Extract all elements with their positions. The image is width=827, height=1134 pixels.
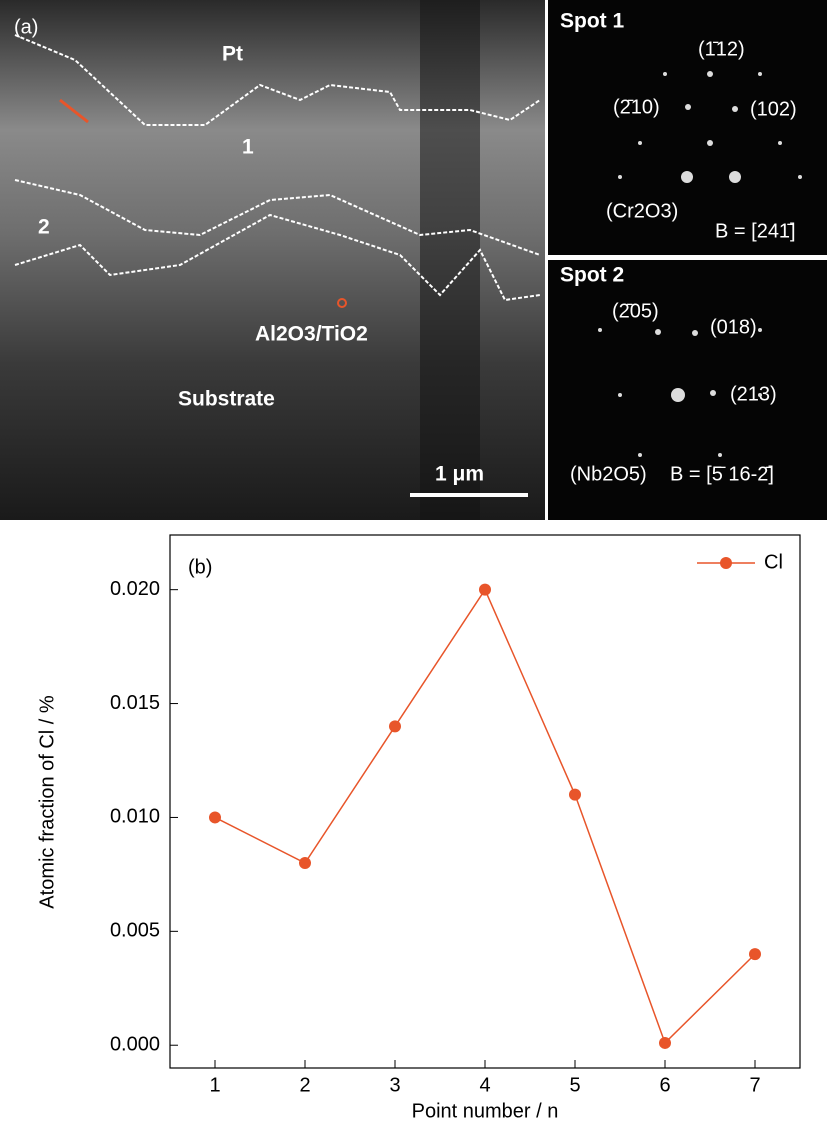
spot-title: Spot 1	[560, 10, 624, 33]
data-point	[749, 948, 761, 961]
series-line	[214, 588, 756, 1045]
spot-index: (2̄05)	[612, 300, 659, 322]
zone-label: B = [241̄]	[715, 220, 796, 242]
x-tick-label: 4	[479, 1074, 490, 1096]
spot-index: (018)	[710, 316, 757, 338]
y-axis-label: Atomic fraction of Cl / %	[36, 695, 58, 909]
y-tick-label: 0.005	[110, 920, 160, 942]
diffraction-spots	[598, 71, 802, 457]
diffraction-image	[548, 260, 827, 520]
x-axis-label: Point number / n	[412, 1100, 559, 1122]
zone-label: B = [5̄ 16-2̄]	[670, 463, 774, 485]
data-point	[389, 720, 401, 733]
spot-title: Spot 2	[560, 264, 624, 287]
region-label: Pt	[222, 43, 243, 66]
region-label: 2	[38, 216, 50, 239]
data-point	[479, 583, 491, 596]
x-tick-label: 3	[389, 1074, 400, 1096]
data-point	[659, 1036, 671, 1049]
x-tick-label: 5	[569, 1074, 580, 1096]
x-tick-label: 1	[209, 1074, 220, 1096]
y-tick-label: 0.000	[110, 1034, 160, 1056]
data-point	[209, 811, 221, 824]
region-label: 1	[242, 136, 254, 159]
spot-index: (102)	[750, 98, 797, 120]
region-label: Al2O3/TiO2	[255, 323, 368, 346]
legend-label: Cl	[764, 551, 783, 573]
region-label: Substrate	[178, 388, 275, 411]
y-tick-label: 0.020	[110, 578, 160, 600]
data-point	[569, 788, 581, 801]
spot-index: (1̄12)	[698, 38, 745, 60]
x-tick-label: 2	[299, 1074, 310, 1096]
y-tick-label: 0.010	[110, 806, 160, 828]
phase-label: (Nb2O5)	[570, 463, 647, 485]
spot-index: (213)	[730, 383, 777, 405]
phase-label: (Cr2O3)	[606, 200, 678, 222]
y-tick-label: 0.015	[110, 692, 160, 714]
data-point	[299, 857, 311, 869]
scale-label: 1 μm	[435, 463, 484, 486]
spot-index: (2̄10)	[613, 96, 660, 118]
panel-label: (a)	[14, 16, 38, 38]
plot-frame	[169, 534, 801, 1069]
legend-marker	[720, 557, 732, 569]
boundary-lines	[14, 34, 541, 302]
x-tick-label: 7	[749, 1074, 760, 1096]
marker-line	[59, 98, 89, 124]
diffraction-image	[548, 0, 827, 255]
x-tick-label: 6	[659, 1074, 670, 1096]
spot-marker	[337, 298, 347, 308]
annotation: (b)	[188, 556, 212, 578]
